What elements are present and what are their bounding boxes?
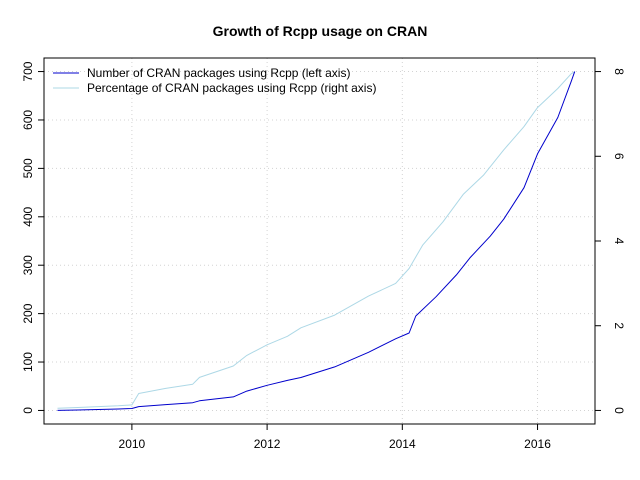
- y-left-tick-label-300: 300: [21, 255, 35, 275]
- legend-label-right-series: Percentage of CRAN packages using Rcpp (…: [87, 81, 376, 95]
- x-tick-label-2012: 2012: [254, 437, 281, 451]
- y-left-tick-label-600: 600: [21, 110, 35, 130]
- plot-frame: [43, 57, 596, 425]
- series-line-package-percentage: [57, 71, 575, 409]
- y-right-tick-label-8: 8: [612, 68, 626, 75]
- x-tick-label-2016: 2016: [524, 437, 551, 451]
- y-right-tick-label-0: 0: [612, 407, 626, 414]
- series-line-package-count: [57, 71, 576, 411]
- y-left-tick-label-400: 400: [21, 206, 35, 226]
- x-tick-label-2010: 2010: [119, 437, 146, 451]
- y-left-tick-label-200: 200: [21, 303, 35, 323]
- y-left-tick-label-700: 700: [21, 61, 35, 81]
- y-left-tick-label-100: 100: [21, 352, 35, 372]
- y-left-tick-label-500: 500: [21, 158, 35, 178]
- y-left-tick-label-0: 0: [21, 407, 35, 414]
- x-tick-label-2014: 2014: [389, 437, 416, 451]
- series-layer: [57, 71, 576, 411]
- axes: 2010 2012 2014 2016 0 100 200 300 400 500 600 700 0 2…: [21, 61, 626, 451]
- legend: Number of CRAN packages using Rcpp (left…: [53, 66, 376, 95]
- y-right-tick-label-6: 6: [612, 153, 626, 160]
- grid-lines: [44, 58, 595, 424]
- y-right-tick-label-4: 4: [612, 238, 626, 245]
- legend-label-left-series: Number of CRAN packages using Rcpp (left…: [87, 66, 350, 80]
- y-right-tick-label-2: 2: [612, 322, 626, 329]
- chart-title: Growth of Rcpp usage on CRAN: [213, 23, 428, 39]
